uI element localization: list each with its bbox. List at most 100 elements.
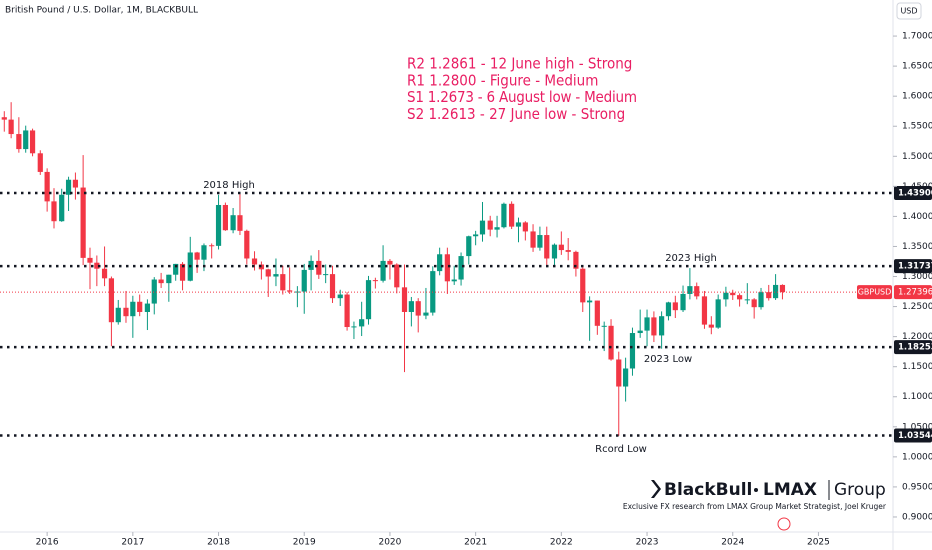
y-tick-label: 1.30000 bbox=[902, 272, 932, 282]
candle-body bbox=[1, 117, 7, 120]
y-tick-label: 1.35000 bbox=[902, 242, 932, 252]
candle-body bbox=[16, 134, 22, 150]
x-tick-label: 2016 bbox=[36, 538, 59, 548]
candle-body bbox=[544, 235, 550, 259]
candle-body bbox=[423, 312, 429, 316]
candle-body bbox=[209, 245, 215, 247]
candle-body bbox=[301, 269, 307, 292]
candle-body bbox=[665, 302, 672, 317]
candle-body bbox=[173, 263, 179, 275]
y-tick-label: 1.65000 bbox=[902, 62, 932, 72]
candle-body bbox=[194, 252, 200, 260]
candle-body bbox=[408, 301, 414, 312]
candle-body bbox=[487, 220, 493, 230]
candle-body bbox=[687, 286, 693, 294]
candle-body bbox=[580, 268, 586, 303]
brand-lmax: LMAX bbox=[763, 480, 817, 500]
currency: USD bbox=[900, 7, 917, 16]
candle-body bbox=[394, 264, 400, 288]
level-badge bbox=[894, 428, 932, 443]
currency-badge[interactable] bbox=[896, 2, 922, 20]
candle-body bbox=[730, 292, 736, 296]
candle-body bbox=[608, 325, 614, 360]
x-tick-label: 2019 bbox=[293, 538, 316, 548]
y-tick-label: 1.25000 bbox=[902, 302, 932, 312]
candle-body bbox=[708, 324, 714, 328]
candle-body bbox=[166, 274, 172, 284]
y-tick-label: 1.70000 bbox=[902, 32, 932, 42]
candle-body bbox=[144, 303, 151, 312]
annotation: Rcord Low bbox=[595, 444, 647, 455]
candle-body bbox=[509, 203, 515, 227]
candle-body bbox=[701, 296, 708, 325]
candle-body bbox=[715, 299, 721, 328]
candle-body bbox=[558, 244, 564, 251]
price-badge bbox=[894, 285, 932, 300]
y-tick-label: 1.00000 bbox=[902, 452, 932, 462]
candle-body bbox=[594, 300, 600, 326]
candle-body bbox=[623, 368, 629, 387]
candle-body bbox=[280, 274, 286, 291]
level-label: 1.31737 bbox=[898, 262, 932, 272]
candle-body bbox=[215, 204, 222, 246]
tagline: Exclusive FX research from LMAX Group Ma… bbox=[623, 502, 887, 511]
level-badge bbox=[894, 340, 932, 355]
note: R2 1.2861 - 12 June high - Strong bbox=[407, 55, 632, 73]
candle-body bbox=[44, 171, 50, 202]
candle-body bbox=[273, 274, 279, 277]
candle-body bbox=[151, 279, 157, 304]
candle-body bbox=[637, 330, 643, 334]
candle-body bbox=[87, 257, 93, 263]
level-badge bbox=[894, 259, 932, 274]
candle-body bbox=[565, 250, 571, 252]
x-tick-label: 2023 bbox=[636, 538, 659, 548]
candle-body bbox=[29, 130, 36, 154]
note: R1 1.2800 - Figure - Medium bbox=[407, 71, 598, 89]
candle-body bbox=[451, 279, 457, 282]
candle-body bbox=[473, 234, 479, 237]
candle-body bbox=[466, 236, 472, 257]
candle-body bbox=[351, 326, 357, 328]
candle-body bbox=[137, 301, 143, 312]
level-label: 1.43900 bbox=[898, 188, 932, 198]
x-tick-label: 2020 bbox=[378, 538, 401, 548]
candle-body bbox=[115, 307, 121, 323]
candle-body bbox=[537, 235, 543, 248]
candle-body bbox=[387, 260, 393, 265]
candle-body bbox=[23, 130, 29, 150]
candle-body bbox=[723, 292, 729, 300]
x-tick-label: 2017 bbox=[121, 538, 144, 548]
x-tick-label: 2022 bbox=[550, 538, 573, 548]
candle-body bbox=[72, 179, 79, 188]
y-tick-label: 1.55000 bbox=[902, 122, 932, 132]
candle-body bbox=[372, 280, 378, 282]
level-label: 1.03544 bbox=[898, 431, 932, 441]
candle-body bbox=[344, 294, 350, 328]
x-tick-label: 2025 bbox=[807, 538, 830, 548]
note: S1 1.2673 - 6 August low - Medium bbox=[407, 88, 637, 106]
y-tick-label: 1.45000 bbox=[902, 182, 932, 192]
candle-body bbox=[51, 201, 57, 222]
candle-body bbox=[359, 319, 365, 327]
candle-body bbox=[130, 301, 136, 317]
candle-body bbox=[65, 179, 72, 195]
level-badge bbox=[894, 185, 932, 200]
annotation: 2023 Low bbox=[644, 354, 692, 365]
candle-body bbox=[694, 286, 700, 297]
candle-body bbox=[458, 256, 464, 280]
candle-body bbox=[108, 278, 115, 323]
candle-body bbox=[37, 153, 43, 172]
y-tick-label: 1.15000 bbox=[902, 362, 932, 372]
candle-body bbox=[237, 215, 243, 231]
candle-body bbox=[659, 316, 665, 336]
level-label: 1.18253 bbox=[898, 343, 932, 353]
candle-body bbox=[573, 251, 579, 269]
y-tick-label: 0.95000 bbox=[902, 482, 932, 492]
candle-body bbox=[766, 292, 772, 299]
candle-body bbox=[158, 279, 164, 284]
candle-body bbox=[501, 203, 507, 228]
